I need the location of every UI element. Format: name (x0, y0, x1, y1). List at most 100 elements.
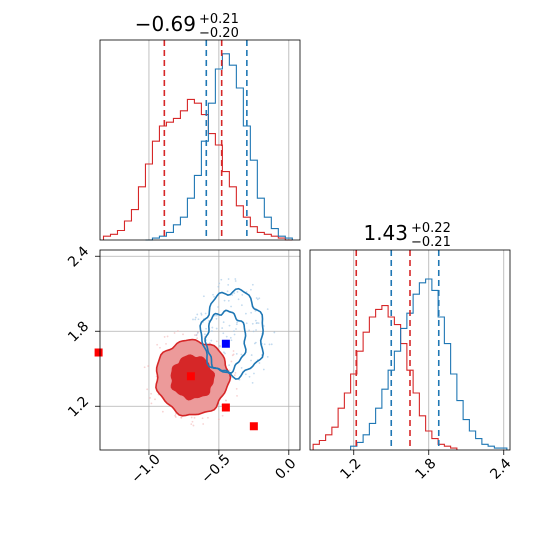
sample-point (235, 328, 237, 330)
histogram-bin-blue (476, 439, 482, 450)
sample-point (237, 298, 240, 301)
sample-point (191, 420, 194, 423)
histogram-bin-blue (173, 225, 180, 240)
sample-point (159, 346, 161, 349)
y-tick-label: 2.4 (65, 243, 92, 270)
sample-point (192, 424, 195, 427)
x-tick-label: 2.4 (487, 456, 514, 483)
title-bottom-right-main: 1.43 (363, 221, 408, 245)
sample-point (194, 334, 196, 336)
sample-point (204, 333, 206, 336)
sample-point (244, 373, 247, 376)
sample-point (255, 329, 257, 331)
title-top-left-main: −0.69 (135, 12, 196, 36)
sample-point (235, 352, 238, 355)
sample-point (226, 290, 229, 293)
sample-point (202, 295, 205, 298)
histogram-bin-red (344, 393, 350, 450)
sample-point (173, 332, 176, 334)
sample-point (192, 318, 194, 321)
sample-point (228, 324, 231, 327)
histogram-bin-red (166, 122, 173, 240)
histogram-bin-red (124, 221, 131, 240)
histogram-panel-param2: 1.2 1.8 2.4 (309, 249, 515, 483)
sample-point (250, 354, 253, 356)
sample-point (217, 285, 220, 288)
sample-point (230, 305, 232, 308)
histogram-bin-blue (208, 103, 215, 240)
sample-point (194, 318, 197, 321)
histogram-bin-blue (363, 435, 369, 450)
histogram-bin-blue (451, 374, 457, 450)
sample-point (196, 337, 199, 340)
sample-point (248, 329, 251, 332)
histogram-series-blue (350, 278, 508, 450)
sample-point (228, 369, 231, 372)
sample-point (161, 410, 164, 413)
sample-point (268, 343, 271, 346)
histogram-bin-red (338, 408, 344, 450)
sample-point (217, 306, 219, 308)
sample-point (163, 336, 166, 338)
histogram-bin-blue (159, 236, 166, 240)
sample-point (215, 340, 218, 343)
sample-point (204, 312, 207, 315)
sample-point (240, 353, 243, 356)
sample-point (234, 280, 237, 282)
sample-point (253, 372, 255, 375)
sample-point (230, 339, 233, 342)
histogram-bin-blue (376, 408, 382, 450)
histogram-bin-blue (482, 444, 488, 450)
sample-point (262, 368, 265, 371)
title-top-left-sup: +0.21 (199, 12, 239, 27)
sample-point (241, 293, 244, 296)
sample-point (214, 314, 216, 317)
sample-point (250, 311, 253, 314)
histogram-bin-blue (432, 290, 438, 450)
sample-point (232, 353, 235, 356)
sample-point (228, 364, 231, 367)
sample-point (174, 414, 177, 417)
histogram-bin-red (319, 441, 325, 451)
histogram-bin-red (117, 231, 124, 241)
sample-point (255, 322, 258, 325)
title-bottom-right-sup: +0.22 (411, 221, 451, 236)
title-top-left: −0.69 +0.21 −0.20 (135, 12, 239, 41)
x-tick-label: 1.8 (412, 456, 439, 483)
histogram-bin-blue (271, 229, 278, 240)
histogram-panel-param1 (99, 39, 301, 241)
histogram-bin-blue (187, 198, 194, 240)
sample-point (150, 402, 153, 405)
histogram-bin-blue (351, 446, 357, 450)
sample-point (143, 366, 146, 369)
sample-point (263, 343, 266, 346)
blue-contour-inner (204, 309, 247, 374)
sample-point (222, 332, 225, 335)
sample-point (211, 330, 213, 332)
title-bottom-right: 1.43 +0.22 −0.21 (363, 221, 450, 250)
sample-point (215, 327, 218, 330)
sample-point (194, 316, 197, 319)
sample-point (177, 330, 179, 332)
sample-point (222, 321, 225, 324)
sample-point (233, 374, 236, 377)
sample-point (205, 327, 208, 330)
histogram-bin-red (138, 187, 145, 240)
sample-point (236, 394, 238, 397)
histogram-bin-blue (382, 389, 388, 450)
sample-point (200, 312, 203, 315)
sample-point (252, 330, 255, 333)
sample-point (218, 282, 221, 285)
y-tick-label: 1.2 (65, 393, 92, 420)
histogram-bin-blue (426, 279, 432, 450)
sample-point (196, 313, 199, 316)
sample-point (240, 367, 243, 369)
histogram-bin-red (152, 141, 159, 240)
sample-point (240, 304, 243, 307)
sample-point (201, 417, 204, 420)
blue-contour-outer (199, 287, 265, 380)
sample-point (245, 322, 248, 325)
sample-point (227, 278, 230, 280)
x-tick-label: −1.0 (128, 451, 163, 486)
